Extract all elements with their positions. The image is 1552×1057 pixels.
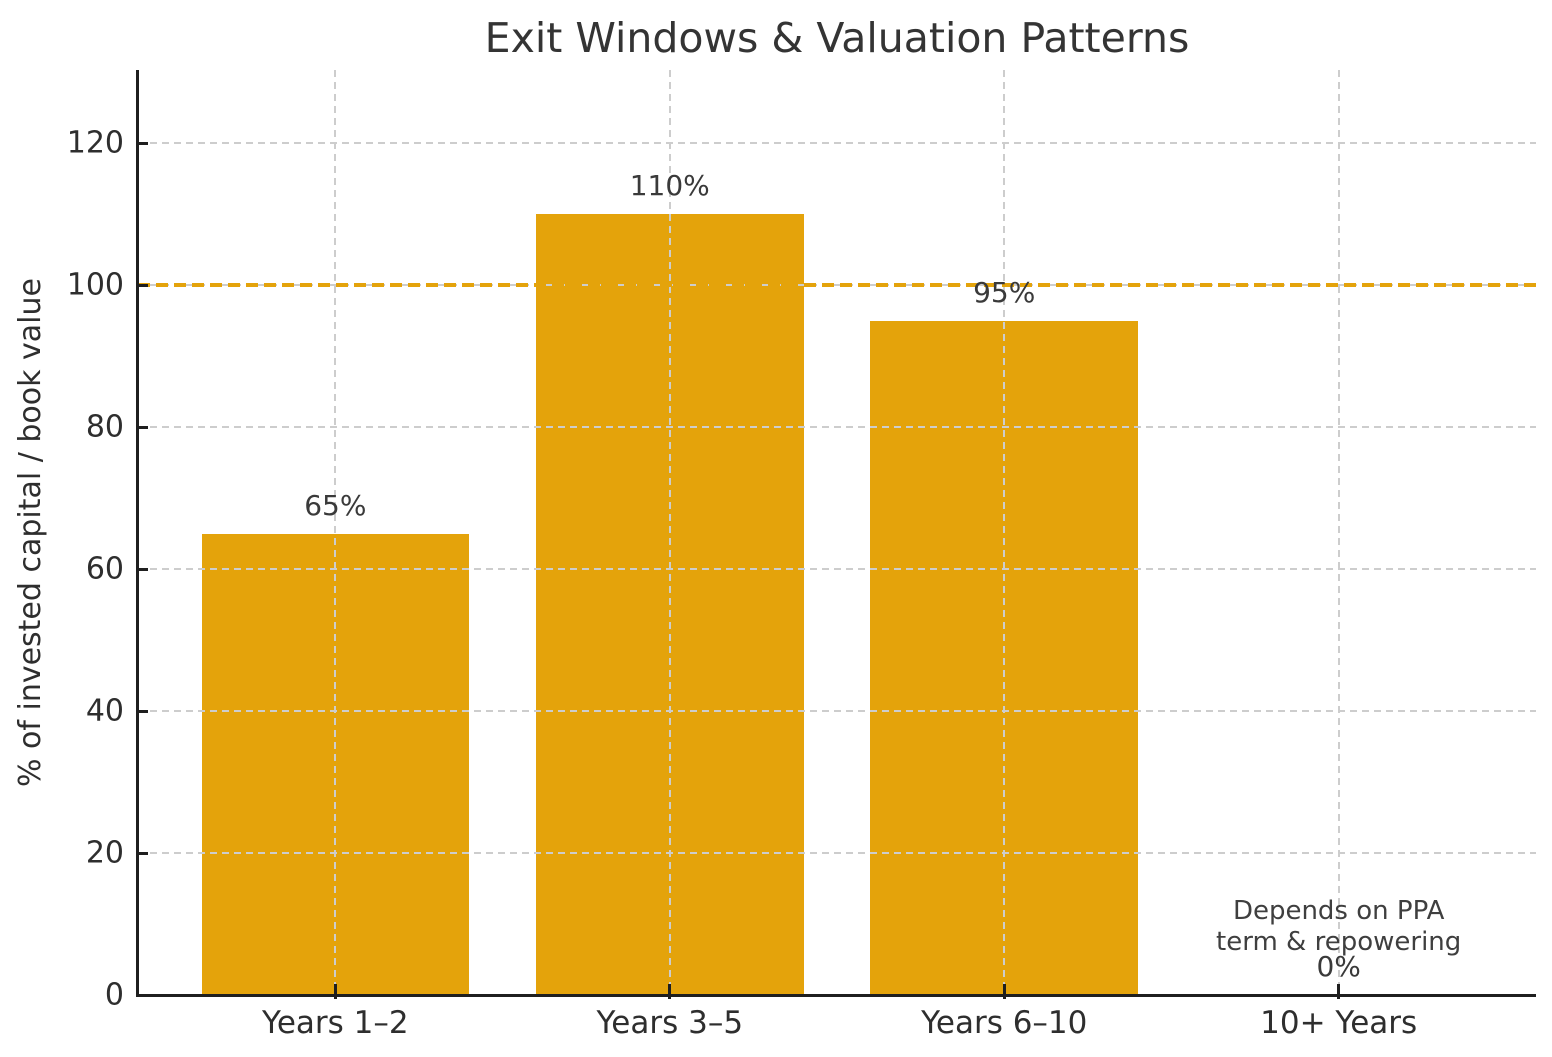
y-tick-mark: [138, 283, 148, 287]
x-gridline: [1337, 70, 1340, 995]
y-gridline: [138, 852, 1536, 855]
y-tick-mark: [138, 709, 148, 713]
y-tick-label: 40: [85, 693, 124, 729]
bar-value-label: 65%: [304, 488, 367, 522]
bar-value-label: 0%: [1316, 950, 1361, 983]
y-tick-label: 20: [85, 835, 124, 871]
x-tick-mark: [1337, 984, 1341, 999]
x-tick-mark: [1002, 984, 1006, 999]
y-tick-mark: [138, 567, 148, 571]
y-tick-label: 60: [85, 551, 124, 587]
annotation-line: term & repowering: [1216, 927, 1462, 957]
x-gridline: [668, 70, 671, 995]
bar-value-label: 95%: [973, 275, 1036, 309]
y-gridline: [138, 710, 1536, 713]
annotation-10plus-years: Depends on PPA term & repowering: [1216, 896, 1461, 958]
y-gridline: [138, 426, 1536, 429]
y-axis-label: % of invested capital / book value: [13, 278, 48, 788]
x-gridline: [334, 70, 337, 995]
y-tick-label: 100: [66, 267, 124, 303]
y-tick-mark: [138, 993, 148, 997]
y-tick-mark: [138, 425, 148, 429]
y-tick-mark: [138, 851, 148, 855]
x-tick-mark: [668, 984, 672, 999]
y-tick-label: 120: [66, 125, 124, 161]
bar-value-label: 110%: [629, 169, 710, 203]
x-tick-label: Years 3–5: [596, 1005, 744, 1041]
y-tick-mark: [138, 141, 148, 145]
x-axis-spine: [136, 994, 1536, 997]
x-tick-label: 10+ Years: [1260, 1005, 1418, 1041]
y-axis-spine: [136, 70, 139, 997]
y-gridline: [138, 568, 1536, 571]
x-tick-label: Years 6–10: [921, 1005, 1088, 1041]
y-tick-label: 0: [104, 977, 124, 1013]
chart-title: Exit Windows & Valuation Patterns: [484, 14, 1190, 62]
reference-line-100pct: [138, 283, 1536, 288]
annotation-line: Depends on PPA: [1232, 896, 1445, 926]
x-tick-mark: [333, 984, 337, 999]
plot-area: 0 20 40 60 80 100 120 Years 1–2 65% Years 3–5 110%…: [67, 70, 1536, 1041]
y-gridline: [138, 142, 1536, 145]
x-tick-label: Years 1–2: [262, 1005, 409, 1041]
y-tick-label: 80: [85, 409, 124, 445]
x-gridline: [1003, 70, 1006, 995]
